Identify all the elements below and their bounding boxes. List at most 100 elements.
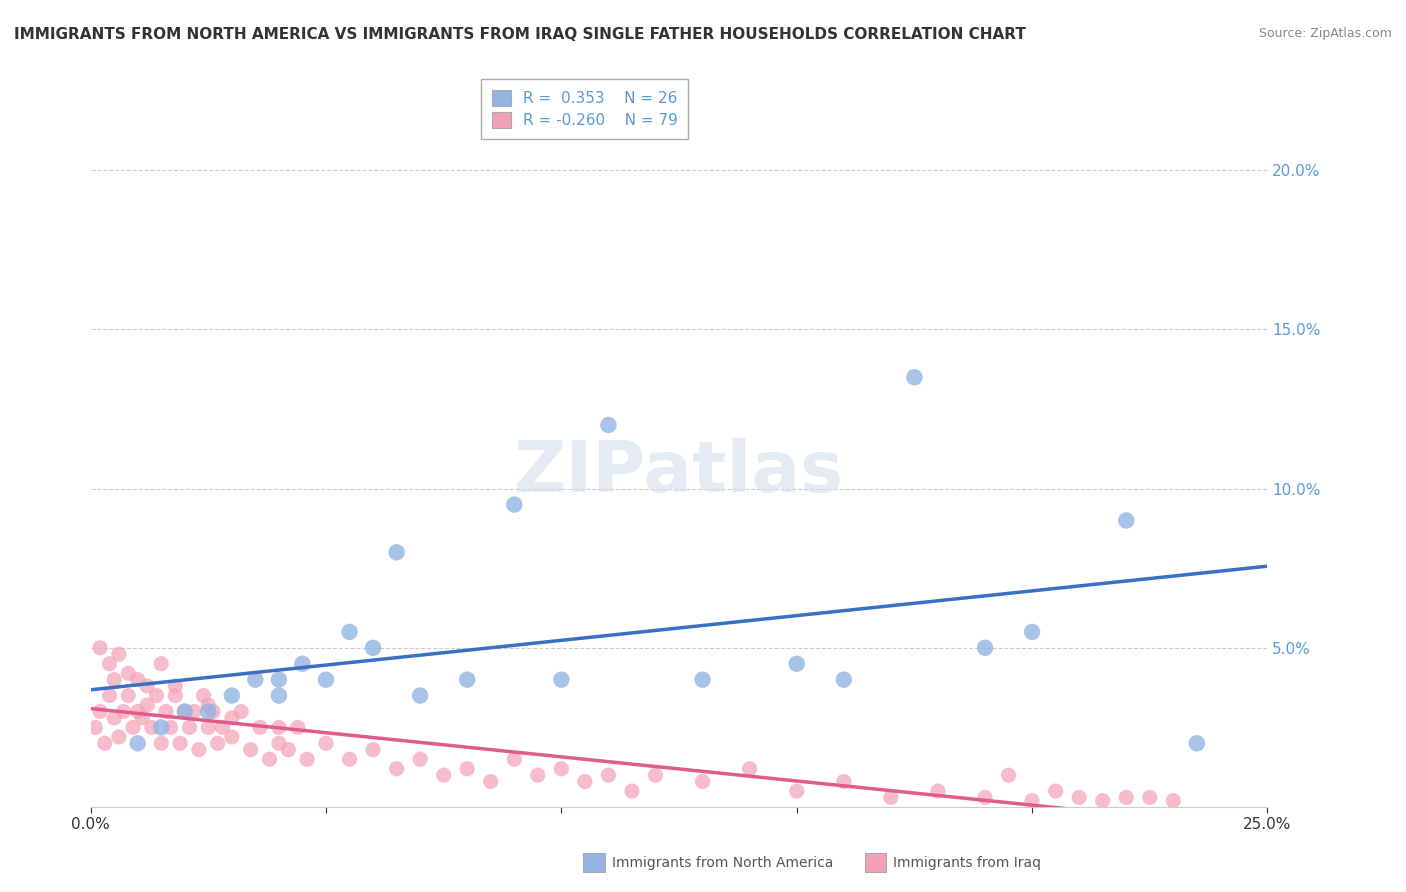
Point: [179, 720, 201, 734]
Point: [249, 720, 271, 734]
Point: [1115, 790, 1137, 805]
Point: [131, 711, 153, 725]
Point: [598, 768, 620, 782]
Point: [173, 705, 195, 719]
Point: [245, 673, 267, 687]
Text: Immigrants from Iraq: Immigrants from Iraq: [893, 855, 1040, 870]
Point: [361, 742, 384, 756]
Point: [295, 752, 318, 766]
Point: [112, 705, 135, 719]
Point: [207, 736, 229, 750]
Point: [1091, 794, 1114, 808]
Point: [1185, 736, 1208, 750]
Point: [84, 720, 107, 734]
Point: [1163, 794, 1185, 808]
Legend: R =  0.353    N = 26, R = -0.260    N = 79: R = 0.353 N = 26, R = -0.260 N = 79: [481, 79, 689, 139]
Point: [832, 673, 855, 687]
Point: [527, 768, 550, 782]
Point: [159, 720, 181, 734]
Point: [644, 768, 666, 782]
Point: [1115, 514, 1137, 528]
Point: [287, 720, 309, 734]
Point: [479, 774, 502, 789]
Point: [98, 689, 121, 703]
Point: [832, 774, 855, 789]
Point: [291, 657, 314, 671]
Point: [201, 705, 224, 719]
Point: [880, 790, 903, 805]
Point: [267, 673, 290, 687]
Point: [409, 689, 432, 703]
Point: [183, 705, 205, 719]
Point: [456, 673, 478, 687]
Point: [127, 736, 149, 750]
Text: ZIPatlas: ZIPatlas: [515, 438, 844, 508]
Point: [574, 774, 596, 789]
Point: [165, 679, 187, 693]
Point: [277, 742, 299, 756]
Point: [503, 752, 526, 766]
Point: [1045, 784, 1067, 798]
Point: [267, 736, 290, 750]
Point: [155, 705, 177, 719]
Point: [503, 498, 526, 512]
Point: [974, 790, 997, 805]
Point: [108, 730, 131, 744]
Point: [98, 657, 121, 671]
Point: [197, 698, 219, 712]
Point: [598, 417, 620, 432]
Point: [267, 720, 290, 734]
Point: [165, 689, 187, 703]
Point: [211, 720, 233, 734]
Point: [786, 784, 808, 798]
Point: [692, 774, 714, 789]
Point: [117, 689, 139, 703]
Point: [339, 752, 361, 766]
Point: [141, 720, 163, 734]
Text: IMMIGRANTS FROM NORTH AMERICA VS IMMIGRANTS FROM IRAQ SINGLE FATHER HOUSEHOLDS C: IMMIGRANTS FROM NORTH AMERICA VS IMMIGRA…: [14, 27, 1026, 42]
Point: [385, 545, 408, 559]
Text: Immigrants from North America: Immigrants from North America: [612, 855, 832, 870]
Point: [231, 705, 253, 719]
Point: [136, 698, 159, 712]
Point: [786, 657, 808, 671]
Point: [620, 784, 643, 798]
Point: [433, 768, 456, 782]
Point: [150, 736, 173, 750]
Point: [197, 720, 219, 734]
Point: [550, 762, 572, 776]
Point: [173, 705, 195, 719]
Point: [221, 730, 243, 744]
Point: [997, 768, 1019, 782]
Point: [692, 673, 714, 687]
Point: [193, 689, 215, 703]
Point: [108, 647, 131, 661]
Point: [1021, 624, 1043, 639]
Point: [127, 705, 149, 719]
Point: [145, 689, 167, 703]
Point: [89, 640, 111, 655]
Point: [136, 679, 159, 693]
Point: [903, 370, 925, 384]
Point: [221, 689, 243, 703]
Point: [409, 752, 432, 766]
Point: [339, 624, 361, 639]
Point: [150, 657, 173, 671]
Point: [385, 762, 408, 776]
Point: [550, 673, 572, 687]
Point: [117, 666, 139, 681]
Bar: [583, 853, 605, 872]
Point: [267, 689, 290, 703]
Point: [150, 720, 173, 734]
Point: [456, 762, 478, 776]
Point: [221, 711, 243, 725]
Point: [197, 705, 219, 719]
Point: [738, 762, 761, 776]
Point: [169, 736, 191, 750]
Point: [974, 640, 997, 655]
Point: [315, 673, 337, 687]
Point: [361, 640, 384, 655]
Point: [315, 736, 337, 750]
Point: [93, 736, 115, 750]
Bar: [865, 853, 886, 872]
